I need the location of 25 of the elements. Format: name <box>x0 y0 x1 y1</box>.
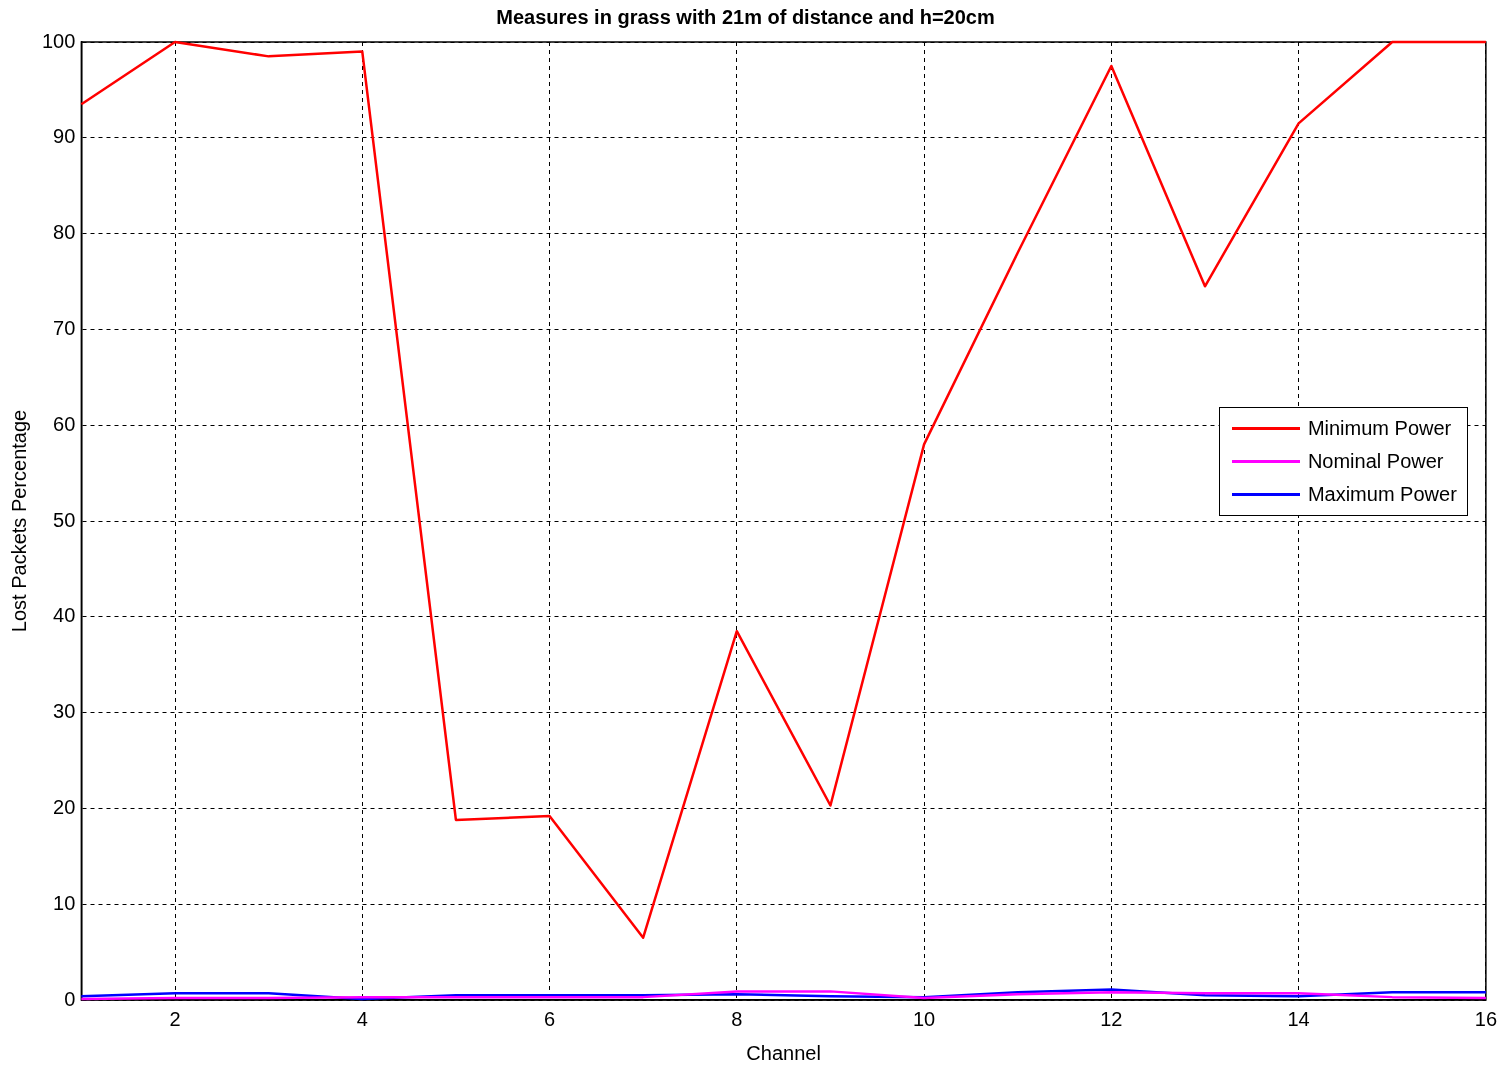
x-tick-label: 4 <box>356 1007 368 1030</box>
x-tick-label: 16 <box>1474 1007 1497 1030</box>
x-tick-label: 12 <box>1100 1007 1123 1030</box>
y-tick-label: 80 <box>53 221 76 244</box>
y-tick-label: 30 <box>53 700 76 723</box>
x-tick-label: 6 <box>543 1007 556 1030</box>
y-tick-label: 60 <box>53 412 76 435</box>
legend-label: Nominal Power <box>1307 449 1444 473</box>
y-tick-label: 70 <box>53 316 76 339</box>
y-axis-title: Lost Packets Percentage <box>7 409 30 633</box>
y-tick-label: 20 <box>53 795 76 818</box>
x-axis-title: Channel <box>746 1041 821 1064</box>
y-tick-label: 90 <box>53 125 76 148</box>
legend-label: Minimum Power <box>1307 416 1452 440</box>
chart-title: Measures in grass with 21m of distance and h=20cm <box>496 5 995 28</box>
y-tick-label: 50 <box>53 508 76 531</box>
x-tick-label: 14 <box>1287 1007 1310 1030</box>
y-tick-label: 0 <box>64 987 76 1010</box>
x-tick-label: 10 <box>912 1007 936 1030</box>
y-tick-label: 100 <box>41 29 76 52</box>
legend-label: Maximum Power <box>1307 482 1457 506</box>
x-tick-label: 8 <box>731 1007 743 1030</box>
y-tick-label: 40 <box>53 604 76 627</box>
y-tick-label: 10 <box>53 891 76 914</box>
x-tick-label: 2 <box>169 1007 181 1030</box>
